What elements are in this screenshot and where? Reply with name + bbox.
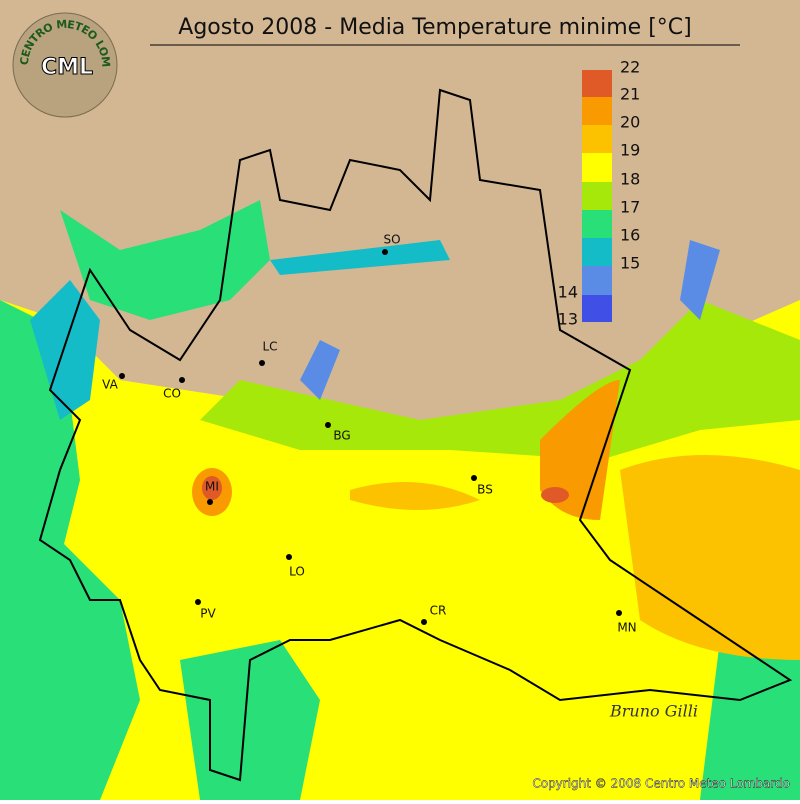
legend-label: 13 — [558, 310, 578, 329]
legend-label: 17 — [620, 198, 640, 217]
city-dot — [421, 619, 427, 625]
legend-label: 20 — [620, 113, 640, 132]
zone-17 — [0, 540, 140, 800]
legend-band — [582, 295, 612, 322]
legend-band — [582, 153, 612, 182]
legend-band — [582, 210, 612, 238]
legend-label: 16 — [620, 226, 640, 245]
legend: 22 21 20 19 18 17 16 15 14 13 — [558, 58, 641, 329]
legend-band — [582, 182, 612, 210]
zone-22 — [541, 487, 569, 503]
city-dot — [179, 377, 185, 383]
city-dot — [471, 475, 477, 481]
legend-label: 14 — [558, 283, 578, 302]
region-border — [38, 88, 793, 782]
legend-band — [582, 266, 612, 295]
zone-16 — [30, 280, 100, 420]
legend-label: 18 — [620, 170, 640, 189]
city-label: BS — [477, 483, 493, 497]
city-label: LC — [262, 340, 277, 354]
copyright: Copyright © 2008 Centro Meteo Lombardo — [532, 777, 790, 791]
city-dot — [195, 599, 201, 605]
logo-abbr: CML — [41, 55, 93, 80]
zone-21 — [540, 380, 620, 520]
city-label: MI — [205, 480, 219, 494]
zone-15 — [300, 340, 340, 400]
legend-band — [582, 125, 612, 153]
city-dot — [286, 554, 292, 560]
legend-label: 21 — [620, 85, 640, 104]
legend-band — [582, 238, 612, 266]
zone-17 — [700, 620, 800, 800]
zone-15 — [680, 240, 720, 320]
city-label: VA — [102, 378, 118, 392]
city-label: MN — [617, 621, 636, 635]
city-label: LO — [289, 565, 305, 579]
legend-band — [582, 97, 612, 125]
city-label: CR — [430, 604, 447, 618]
zone-20 — [350, 482, 480, 510]
legend-label: 19 — [620, 141, 640, 160]
zone-18 — [200, 300, 800, 460]
city-dot — [382, 249, 388, 255]
zone-17 — [180, 640, 320, 800]
city-label: CO — [163, 387, 181, 401]
legend-label: 22 — [620, 58, 640, 77]
city-dot — [325, 422, 331, 428]
city-label: BG — [333, 429, 350, 443]
city-label: PV — [200, 607, 216, 621]
title: Agosto 2008 - Media Temperature minime [… — [178, 15, 691, 40]
legend-band — [582, 70, 612, 97]
city-dot — [207, 499, 213, 505]
zone-22 — [202, 476, 222, 500]
valley-zone — [60, 200, 270, 320]
city-label: SO — [383, 233, 400, 247]
valley-zone — [270, 240, 450, 275]
signature: Bruno Gilli — [609, 702, 698, 721]
city-dot — [119, 373, 125, 379]
legend-label: 15 — [620, 254, 640, 273]
logo — [12, 12, 118, 118]
cities: SO LC VA CO BG MI BS LO PV CR MN — [102, 233, 637, 635]
city-dot — [259, 360, 265, 366]
zone-20 — [620, 455, 800, 660]
city-dot — [616, 610, 622, 616]
